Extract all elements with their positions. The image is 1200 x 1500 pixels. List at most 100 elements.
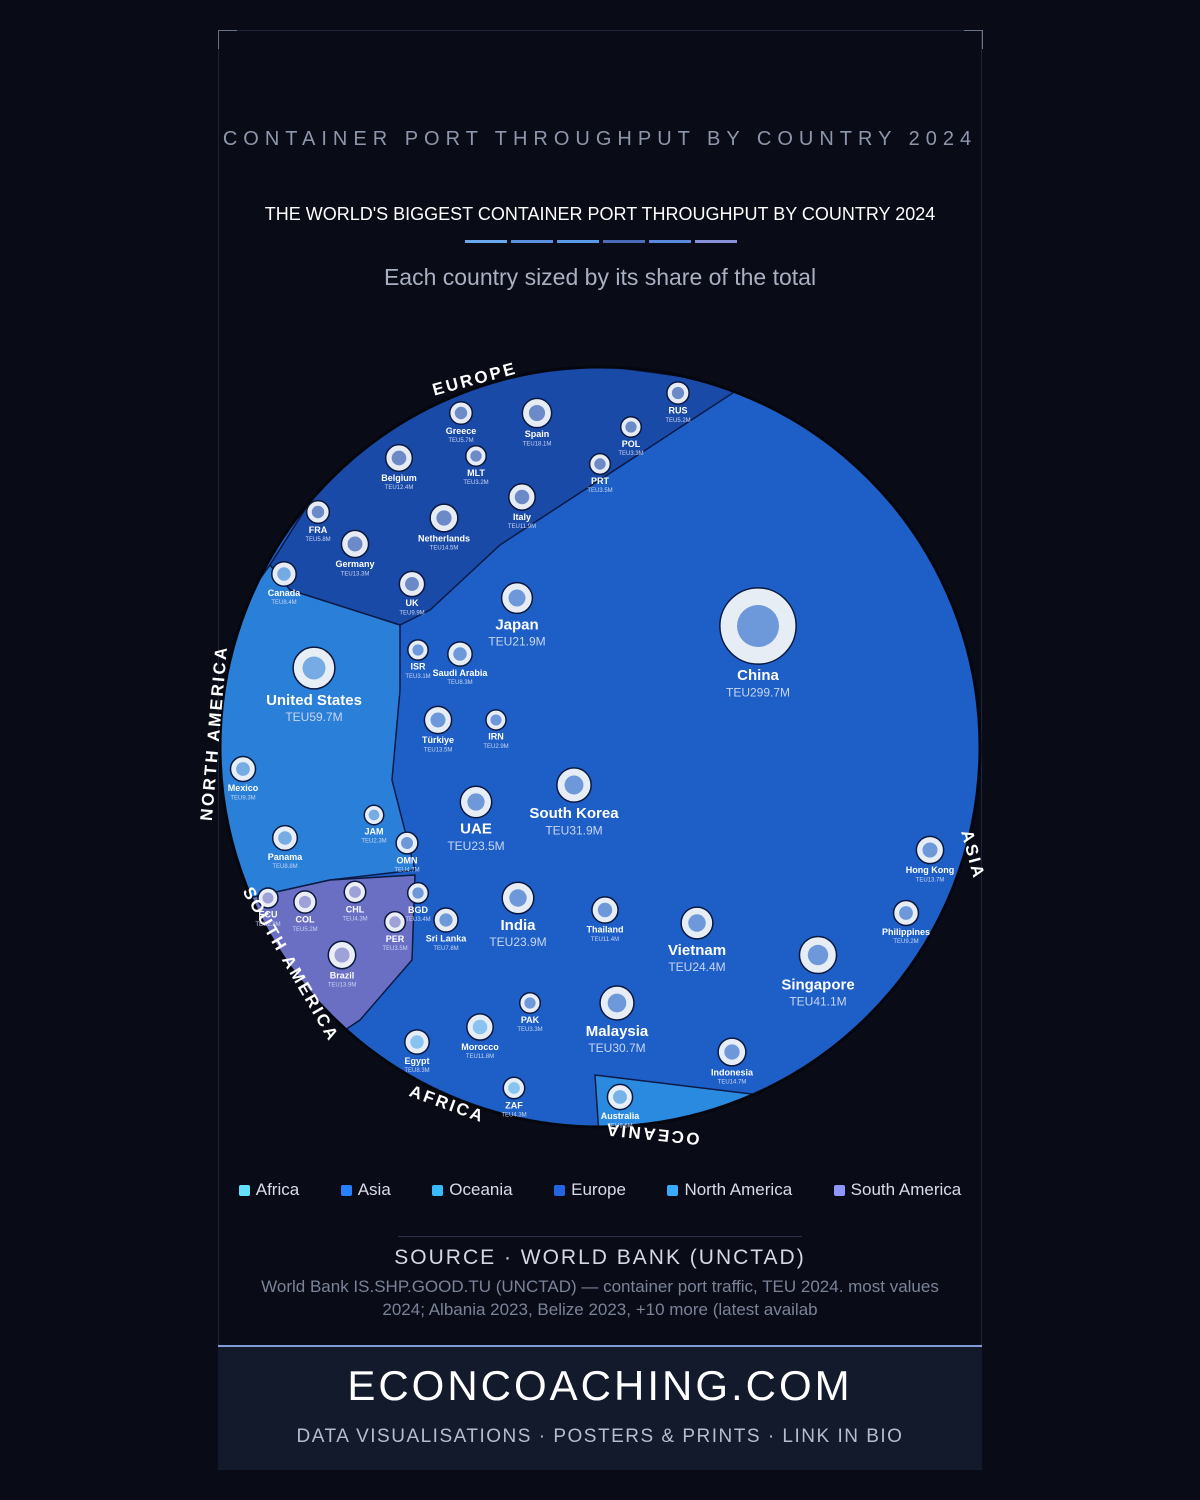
country-name: Spain [525,429,550,439]
value-label: TEU3.5M [382,946,407,952]
country-name: Malaysia [586,1023,649,1040]
brand: ECONCOACHING.COM [347,1362,853,1409]
value-label: TEU299.7M [726,685,790,699]
legend: Africa Asia Oceania Europe North America Sout… [218,1180,982,1200]
country-name: South Korea [529,805,619,822]
value-label: TEU9.6M [607,1123,632,1129]
flag-center [405,577,419,591]
legend-label: Europe [571,1180,626,1199]
country-name: Thailand [586,925,623,935]
value-label: TEU9.2M [893,939,918,945]
value-label: TEU2.8M [255,922,280,928]
legend-item: South America [833,1180,961,1200]
flag-center [401,837,413,849]
country-name: PER [386,934,405,944]
flag-center [410,1035,424,1049]
flag-center [514,489,530,505]
flag-center [412,887,424,899]
tagline: DATA VISUALISATIONS · POSTERS & PRINTS ·… [296,1426,904,1447]
country-name: United States [266,692,362,709]
value-label: TEU18.1M [523,441,552,447]
country-name: Singapore [781,977,854,994]
country-name: Belgium [381,473,417,483]
value-label: TEU9.3M [230,795,255,801]
value-label: TEU7.8M [433,946,458,952]
value-label: TEU23.9M [489,935,546,949]
kicker: CONTAINER PORT THROUGHPUT BY COUNTRY 202… [222,128,978,150]
flag-center [594,458,606,470]
flag-center [311,505,325,519]
legend-label: North America [684,1180,793,1199]
legend-swatch [554,1184,566,1196]
flag-center [671,386,685,400]
source-note: World Bank IS.SHP.GOOD.TU (UNCTAD) — con… [261,1277,939,1319]
title-underline [465,240,737,243]
value-label: TEU24.4M [668,960,725,974]
cells: Morocco TEU11.8M Egypt TEU8.3M ZAF TEU4.3M Chi… [228,381,955,1129]
country-name: PAK [521,1015,540,1025]
rule [398,1236,802,1237]
country-name: POL [622,439,641,449]
flag-center [564,775,584,795]
flag-center [389,916,401,928]
flag-center [298,895,312,909]
flag-center [334,947,350,963]
legend-swatch [432,1184,444,1196]
value-label: TEU3.3M [618,451,643,457]
country-name: Japan [495,616,538,633]
legend-swatch [238,1184,250,1196]
country-name: Egypt [404,1056,429,1066]
chart-subtitle: Each country sized by its share of the t… [383,264,817,290]
flag-center [453,647,467,661]
country-name: MLT [467,468,485,478]
value-label: TEU11.9M [508,524,536,530]
legend-item: Europe [554,1180,626,1200]
country-name: Saudi Arabia [433,668,489,678]
value-label: TEU41.1M [789,995,846,1009]
country-name: ZAF [505,1100,523,1110]
outline [218,365,982,1129]
flag-center [368,809,380,821]
country-name: Italy [513,512,531,522]
value-label: TEU11.4M [591,937,619,943]
legend-swatch [667,1184,679,1196]
flag-center [688,914,706,932]
flag-center [509,889,527,907]
country-name: China [737,667,779,684]
corner [218,30,237,49]
flag-center [625,421,637,433]
flag-center [412,644,424,656]
country-name: Germany [335,559,374,569]
country-name: Mexico [228,783,259,793]
legend-swatch [833,1184,845,1196]
flag-center [470,450,482,462]
value-label: TEU8.3M [404,1068,429,1074]
country-name: Vietnam [668,942,726,959]
flag-center [922,842,938,858]
flag-center [607,993,627,1013]
value-label: TEU3.2M [463,480,488,486]
value-label: TEU13.7M [916,877,945,883]
country-name: FRA [309,525,328,535]
flag-center [262,892,274,904]
country-name: Hong Kong [906,865,955,875]
country-name: Sri Lanka [426,934,468,944]
corner [964,30,983,49]
flag-center [597,902,613,918]
legend-item: Asia [340,1180,391,1200]
flag-center [277,567,291,581]
value-label: TEU2.3M [361,839,386,845]
flag-center [439,913,453,927]
source-title: SOURCE · WORLD BANK (UNCTAD) [394,1246,806,1269]
country-name: Australia [601,1111,641,1121]
flag-center [613,1090,627,1104]
country-name: BGD [408,905,429,915]
footer-band [218,1345,982,1470]
country-name: IRN [488,732,504,742]
flag-center [302,656,326,680]
value-label: TEU21.9M [488,635,545,649]
value-label: TEU13.9M [328,982,357,988]
flag-center [528,404,546,422]
value-label: TEU5.7M [448,438,473,444]
country-name: India [500,917,536,934]
